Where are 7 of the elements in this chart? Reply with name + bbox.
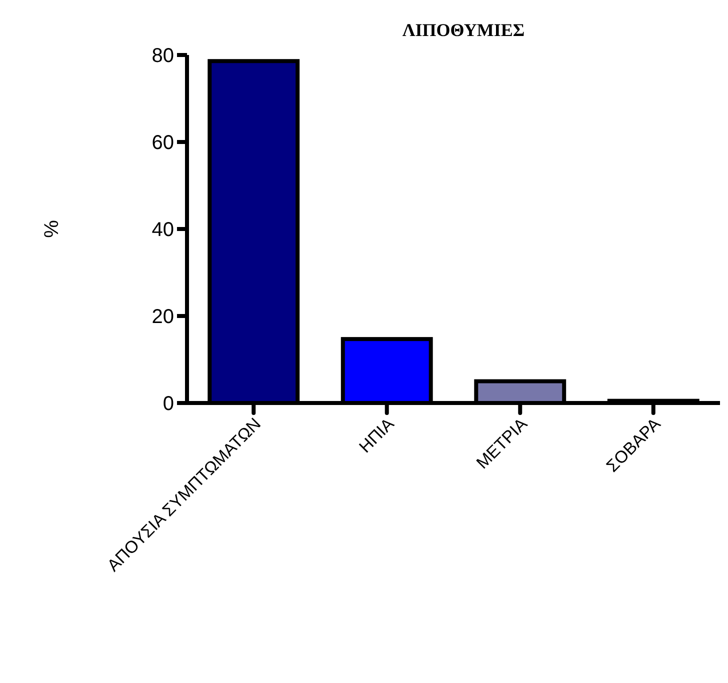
chart-title: ΛΙΠΟΘΥΜΙΕΣ [402, 20, 525, 40]
y-tick-label: 0 [162, 393, 174, 415]
y-tick-label: 40 [152, 219, 174, 241]
y-tick-label: 80 [152, 45, 174, 67]
y-tick-label: 60 [152, 132, 174, 154]
y-axis-title: % [41, 220, 63, 238]
y-tick-label: 20 [152, 306, 174, 328]
